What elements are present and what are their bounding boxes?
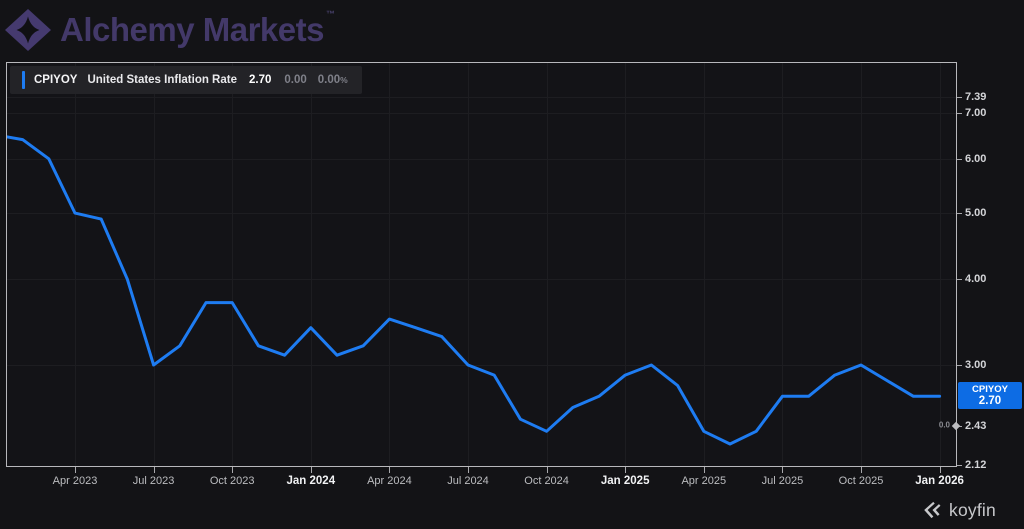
x-axis-tick xyxy=(389,467,391,473)
vertical-gridline xyxy=(703,63,705,466)
x-axis-tick xyxy=(75,467,76,473)
trademark-symbol: ™ xyxy=(325,9,335,19)
y-axis-label: 5.00 xyxy=(965,207,987,220)
x-axis-label: Apr 2025 xyxy=(681,475,727,487)
vertical-gridline xyxy=(625,63,627,466)
x-axis-label: Jul 2024 xyxy=(447,475,489,487)
vertical-gridline xyxy=(782,63,784,466)
horizontal-gridline xyxy=(7,365,956,366)
y-axis-label: 3.00 xyxy=(965,359,987,371)
y-axis-label: 2.12 xyxy=(965,459,987,471)
vertical-gridline xyxy=(75,63,76,466)
x-axis-tick xyxy=(625,467,627,473)
horizontal-gridline xyxy=(7,96,956,98)
x-axis-label: Oct 2025 xyxy=(838,475,884,487)
x-axis-tick xyxy=(782,467,784,473)
y-axis-tick xyxy=(957,465,962,466)
app-header: Alchemy Markets ™ xyxy=(5,9,335,51)
vertical-gridline xyxy=(861,63,862,466)
x-axis-tick xyxy=(310,467,312,473)
alchemy-markets-logo-icon xyxy=(5,9,51,51)
vertical-gridline xyxy=(389,63,391,466)
vertical-gridline xyxy=(468,63,469,466)
x-axis-label: Jul 2025 xyxy=(761,475,804,487)
legend-series-name: United States Inflation Rate xyxy=(87,74,237,86)
cpiyoy-line-series xyxy=(7,135,942,446)
koyfin-logo: koyfin xyxy=(922,499,996,521)
axis-change-note: 0.0 xyxy=(938,420,950,430)
x-axis-tick xyxy=(861,467,862,473)
y-axis-tick xyxy=(957,213,962,215)
x-axis-label: Oct 2023 xyxy=(209,475,255,487)
koyfin-wordmark: koyfin xyxy=(949,499,996,520)
price-line-chart[interactable] xyxy=(7,63,956,466)
vertical-gridline xyxy=(232,63,234,466)
x-axis-tick xyxy=(703,467,705,473)
x-axis-tick xyxy=(939,467,941,473)
x-axis-tick xyxy=(546,467,548,473)
legend-change: 0.00 xyxy=(284,74,307,86)
horizontal-gridline xyxy=(7,213,956,215)
y-axis-label: 2.43 xyxy=(965,419,987,432)
y-axis-label: 6.00 xyxy=(965,152,987,165)
x-axis-label: Apr 2023 xyxy=(52,475,98,487)
y-axis-label: 4.00 xyxy=(965,273,987,286)
x-axis-label: Oct 2024 xyxy=(524,475,569,487)
x-axis-tick xyxy=(232,467,234,473)
x-axis-label: Jul 2023 xyxy=(132,475,175,487)
x-axis-label: Jan 2026 xyxy=(915,475,964,487)
brand-title: Alchemy Markets ™ xyxy=(60,9,335,48)
badge-ticker: CPIYOY xyxy=(972,384,1008,395)
y-axis-tick xyxy=(957,113,962,114)
koyfin-chevrons-icon xyxy=(924,501,941,519)
badge-value: 2.70 xyxy=(978,395,1002,407)
y-axis-label: 7.39 xyxy=(965,90,987,103)
x-axis-label: Jan 2025 xyxy=(600,475,650,487)
vertical-gridline xyxy=(546,63,548,466)
chart-frame xyxy=(6,62,957,467)
horizontal-gridline xyxy=(7,113,956,114)
y-axis-label: 7.00 xyxy=(965,107,987,119)
horizontal-gridline xyxy=(7,279,956,281)
y-axis-tick xyxy=(957,96,962,98)
legend-last-value: 2.70 xyxy=(249,74,272,86)
legend-series-color-bar xyxy=(22,71,25,89)
y-axis-tick xyxy=(957,365,962,366)
horizontal-gridline xyxy=(7,158,956,160)
vertical-gridline xyxy=(153,63,155,466)
y-axis-tick xyxy=(957,158,962,160)
last-value-badge: CPIYOY 2.70 xyxy=(958,382,1022,409)
x-axis-label: Jan 2024 xyxy=(286,475,336,487)
vertical-gridline xyxy=(310,63,312,466)
x-axis-tick xyxy=(153,467,155,473)
y-axis-tick xyxy=(957,279,962,281)
vertical-gridline xyxy=(939,63,941,466)
x-axis-tick xyxy=(468,467,469,473)
legend-change-percent: 0.00% xyxy=(317,74,348,86)
legend: CPIYOY United States Inflation Rate 2.70… xyxy=(10,66,362,94)
legend-ticker: CPIYOY xyxy=(34,74,78,86)
x-axis-label: Apr 2024 xyxy=(367,475,412,487)
